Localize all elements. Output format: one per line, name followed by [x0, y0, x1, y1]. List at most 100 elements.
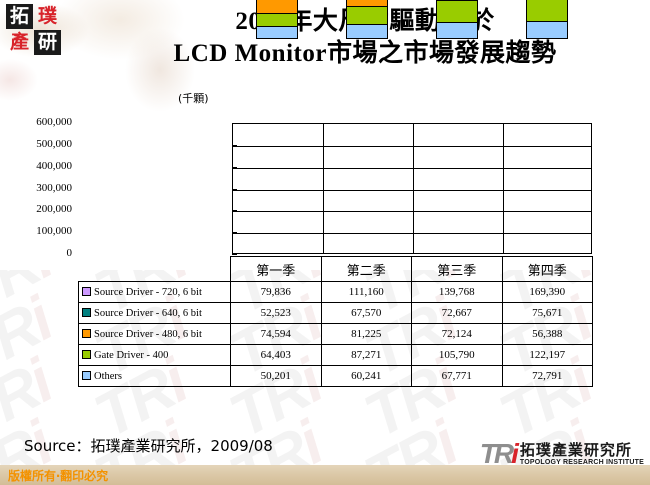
- source-note: Source：拓璞產業研究所，2009/08: [24, 437, 273, 455]
- chart-y-tick-mark: [232, 123, 237, 124]
- chart-plot-area: [232, 123, 592, 254]
- table-category-header: 第四季: [501, 256, 593, 282]
- watermark-tile: TRi: [0, 270, 62, 328]
- table-category-header: 第三季: [411, 256, 503, 282]
- legend-label: Source Driver - 480, 6 bit: [94, 328, 202, 340]
- tri-brand-logo: TRi 拓璞產業研究所 TOPOLOGY RESEARCH INSTITUTE: [479, 437, 644, 469]
- table-value-cell: 52,523: [230, 302, 322, 324]
- chart-y-tick-label: 100,000: [36, 225, 72, 238]
- watermark-tile: TRi: [0, 285, 62, 390]
- legend-swatch-icon: [82, 307, 91, 317]
- chart-y-tick-label: 600,000: [36, 116, 72, 128]
- chart-category-separator: [503, 124, 504, 253]
- table-value-cell: 72,667: [411, 302, 503, 324]
- seal-char-4: 研: [34, 30, 61, 55]
- legend-entry: Source Driver - 720, 6 bit: [78, 281, 231, 303]
- legend-entry: Others: [78, 365, 231, 387]
- table-value-cell: 105,790: [411, 344, 503, 366]
- table-value-cell: 56,388: [501, 323, 593, 345]
- legend-label: Source Driver - 640, 6 bit: [94, 307, 202, 319]
- copyright-notice: 版權所有‧翻印必究: [8, 469, 109, 483]
- chart-bar-segment: [257, 27, 297, 38]
- chart-y-tick-mark: [232, 232, 237, 234]
- table-value-cell: 50,201: [230, 365, 322, 387]
- table-category-header: 第二季: [320, 256, 412, 282]
- table-value-cell: 60,241: [320, 365, 412, 387]
- chart-gridline: [233, 145, 591, 147]
- chart-bar: [256, 0, 298, 39]
- legend-label: Source Driver - 720, 6 bit: [94, 286, 202, 298]
- chart-y-tick-label: 400,000: [36, 159, 72, 172]
- chart-y-tick-label: 300,000: [36, 181, 72, 194]
- table-row: Source Driver - 480, 6 bit 74,594 81,225 72…: [78, 323, 593, 345]
- legend-entry: Source Driver - 480, 6 bit: [78, 323, 231, 345]
- legend-label: Others: [94, 370, 122, 382]
- chart-y-tick-label: 500,000: [36, 137, 72, 150]
- table-value-cell: 64,403: [230, 344, 322, 366]
- chart-bar-segment: [347, 6, 387, 26]
- chart-bar: [436, 0, 478, 39]
- legend-swatch-icon: [82, 286, 91, 296]
- chart-gridline: [233, 189, 591, 191]
- tri-wordmark: TRi: [479, 438, 519, 469]
- chart-category-separator: [413, 124, 414, 253]
- table-value-cell: 79,836: [230, 281, 322, 303]
- table-value-cell: 87,271: [320, 344, 412, 366]
- table-row: Source Driver - 720, 6 bit 79,836 111,160 1…: [78, 281, 593, 303]
- seal-char-3: 產: [9, 31, 29, 53]
- table-value-cell: 74,594: [230, 323, 322, 345]
- table-value-cell: 169,390: [501, 281, 593, 303]
- table-category-row: 第一季 第二季 第三季 第四季: [79, 256, 593, 282]
- seal-char-1: 拓: [6, 4, 33, 29]
- legend-entry: Source Driver - 640, 6 bit: [78, 302, 231, 324]
- chart-bar-segment: [347, 0, 387, 7]
- table-corner-cell: [79, 257, 231, 282]
- table-value-cell: 81,225: [320, 323, 412, 345]
- table-value-cell: 75,671: [501, 302, 593, 324]
- chart-bar-segment: [527, 0, 567, 23]
- legend-swatch-icon: [82, 328, 91, 338]
- chart-bar-segment: [437, 23, 477, 38]
- chart-bar-segment: [257, 13, 297, 28]
- legend-swatch-icon: [82, 370, 91, 380]
- table-value-cell: 72,124: [411, 323, 503, 345]
- table-category-header: 第一季: [230, 256, 322, 282]
- chart-gridline: [233, 167, 591, 169]
- table-value-cell: 122,197: [501, 344, 593, 366]
- chart-gridline: [233, 211, 591, 213]
- chart-bar-segment: [347, 25, 387, 38]
- footer-bar: 版權所有‧翻印必究: [0, 465, 650, 485]
- table-row: Source Driver - 640, 6 bit 52,523 67,570 72…: [78, 302, 593, 324]
- legend-swatch-icon: [82, 349, 91, 359]
- table-value-cell: 67,570: [320, 302, 412, 324]
- table-value-cell: 67,771: [411, 365, 503, 387]
- tri-seal-logo: 拓 璞 產 研: [6, 4, 62, 56]
- chart-bar-segment: [257, 0, 297, 14]
- table-value-cell: 111,160: [320, 281, 412, 303]
- chart-unit-label: (千顆): [178, 92, 209, 105]
- legend-entry: Gate Driver - 400: [78, 344, 231, 366]
- chart-y-tick-label: 200,000: [36, 203, 72, 216]
- chart-bar: [526, 0, 568, 39]
- chart-bar-segment: [437, 0, 477, 1]
- brand-name-cn: 拓璞產業研究所: [519, 441, 632, 459]
- chart-data-table: 第一季 第二季 第三季 第四季 Source Driver - 720, 6 bit 79…: [78, 256, 593, 387]
- page-title-line2: LCD Monitor市場之市場發展趨勢: [173, 40, 557, 67]
- chart-bar-segment: [527, 22, 567, 38]
- table-row: Gate Driver - 400 64,403 87,271 105,790 122,…: [78, 344, 593, 366]
- seal-char-2: 璞: [37, 5, 57, 27]
- chart-bars-layer: [78, 0, 593, 270]
- chart-bar-segment: [437, 0, 477, 24]
- brand-dot: i: [511, 438, 519, 469]
- chart-y-tick-mark: [232, 166, 237, 168]
- chart-y-tick-mark: [232, 144, 237, 146]
- chart-y-tick-mark: [232, 210, 237, 212]
- stacked-bar-chart: (千顆) 600,000 500,000 400,000 300,000 200,000…: [36, 0, 593, 270]
- chart-bar: [346, 0, 388, 39]
- chart-gridline: [233, 233, 591, 235]
- chart-category-separator: [323, 124, 324, 253]
- chart-y-tick-label: 0: [66, 247, 73, 259]
- brand-name-en: TOPOLOGY RESEARCH INSTITUTE: [519, 459, 644, 466]
- chart-y-tick-mark: [232, 254, 237, 255]
- legend-label: Gate Driver - 400: [94, 349, 169, 361]
